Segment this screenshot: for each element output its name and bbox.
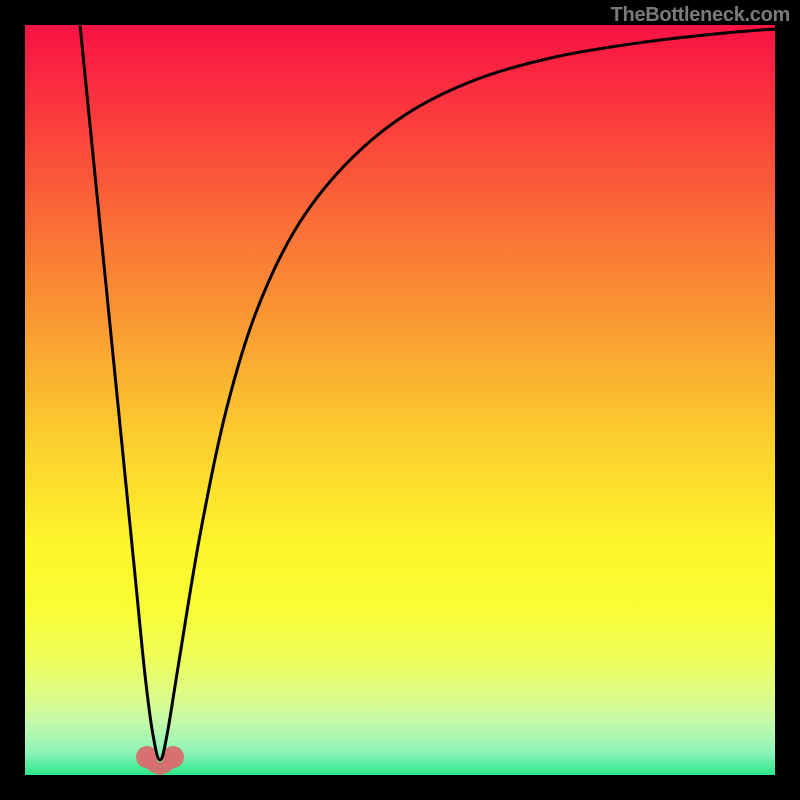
chart-container: { "watermark": { "text": "TheBottleneck.…	[0, 0, 800, 800]
plot-area	[25, 25, 775, 775]
curve-overlay	[25, 25, 775, 775]
bottleneck-curve	[80, 25, 775, 760]
watermark-label: TheBottleneck.com	[611, 4, 790, 27]
